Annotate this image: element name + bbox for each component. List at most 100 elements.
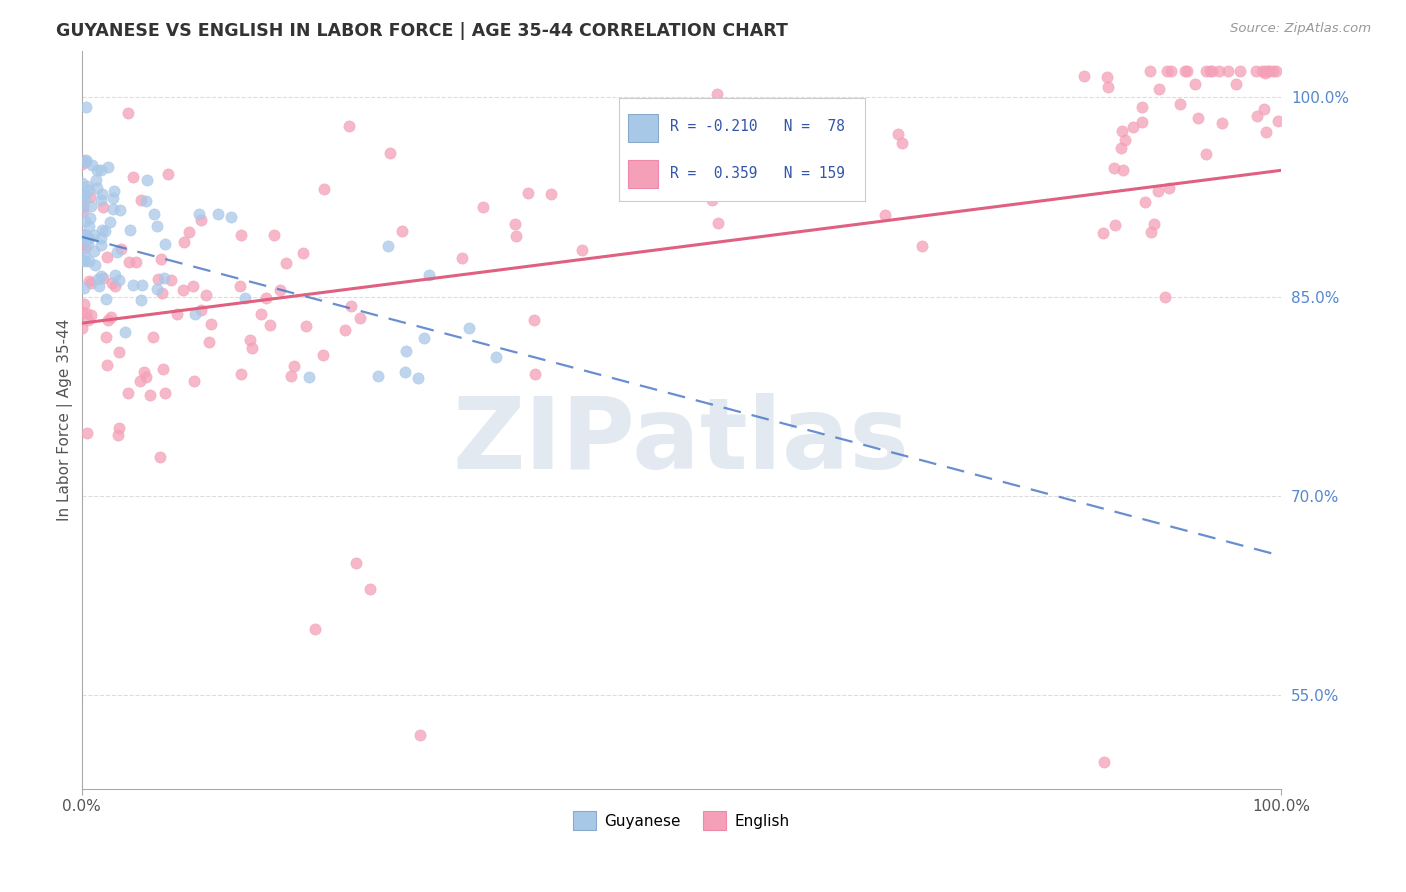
Point [108, 344, 131, 359]
Point [221, 210, 243, 224]
Text: R =  0.359   N = 159: R = 0.359 N = 159 [671, 166, 845, 180]
Point [1109, 141, 1132, 155]
Point [90, 162, 112, 177]
Point [702, 193, 724, 207]
Point [540, 187, 562, 202]
Point [1246, 109, 1268, 123]
Point [86, 272, 108, 286]
Point [103, 184, 125, 198]
Point [97, 160, 120, 174]
Point [131, 277, 153, 292]
Point [910, 239, 932, 253]
Point [150, 286, 173, 301]
Point [1139, 63, 1161, 78]
Point [153, 385, 176, 400]
Point [188, 207, 211, 221]
Point [96, 358, 118, 372]
Point [135, 369, 157, 384]
Point [194, 288, 217, 302]
Point [890, 136, 912, 151]
Point [1258, 63, 1281, 78]
Point [1250, 63, 1272, 78]
Point [231, 227, 253, 242]
Point [378, 145, 401, 160]
Point [665, 145, 688, 160]
Point [75, 189, 97, 203]
Point [84, 173, 107, 187]
Point [90, 238, 112, 252]
Point [105, 245, 128, 260]
Point [1201, 63, 1223, 78]
Point [89, 268, 111, 283]
Point [101, 202, 124, 216]
Point [139, 388, 162, 402]
Point [394, 365, 416, 379]
Point [72, 252, 94, 267]
FancyBboxPatch shape [628, 113, 658, 142]
Point [110, 242, 132, 256]
Point [517, 186, 540, 201]
Point [181, 278, 204, 293]
Point [146, 272, 169, 286]
Point [75, 306, 97, 320]
Point [1211, 115, 1233, 129]
Point [73, 228, 96, 243]
Legend: Guyanese, English: Guyanese, English [568, 805, 796, 836]
Point [752, 128, 775, 142]
Point [377, 239, 399, 253]
Point [1229, 63, 1251, 78]
Point [1095, 70, 1118, 85]
Point [101, 276, 124, 290]
Point [197, 335, 219, 350]
Point [160, 273, 183, 287]
Point [76, 425, 98, 440]
Point [1254, 66, 1277, 80]
Point [83, 228, 105, 243]
Text: GUYANESE VS ENGLISH IN LABOR FORCE | AGE 35-44 CORRELATION CHART: GUYANESE VS ENGLISH IN LABOR FORCE | AGE… [56, 22, 789, 40]
Point [291, 245, 314, 260]
Point [1256, 125, 1278, 139]
Point [1073, 70, 1095, 84]
Point [72, 227, 94, 241]
Point [523, 313, 546, 327]
Point [200, 317, 222, 331]
Point [1122, 120, 1144, 134]
Point [1257, 63, 1279, 78]
Point [280, 369, 302, 384]
Point [339, 299, 361, 313]
Point [76, 312, 98, 326]
Point [1225, 78, 1247, 92]
Point [114, 325, 136, 339]
Point [75, 153, 97, 167]
Point [887, 127, 910, 141]
Point [1133, 195, 1156, 210]
Point [72, 203, 94, 218]
Point [707, 216, 730, 230]
Point [70, 199, 93, 213]
Point [90, 223, 112, 237]
Point [337, 119, 360, 133]
Point [70, 237, 93, 252]
Point [77, 274, 100, 288]
Point [721, 103, 744, 117]
Point [104, 278, 127, 293]
Point [1253, 102, 1275, 116]
Point [79, 190, 101, 204]
Point [1216, 63, 1239, 78]
Point [125, 254, 148, 268]
Point [1254, 63, 1277, 78]
Point [1111, 124, 1133, 138]
Point [80, 308, 103, 322]
Point [83, 258, 105, 272]
Point [1114, 133, 1136, 147]
Point [333, 323, 356, 337]
Point [96, 330, 118, 344]
Point [90, 230, 112, 244]
Text: ZIPatlas: ZIPatlas [453, 393, 910, 491]
Point [1195, 146, 1218, 161]
Point [229, 279, 252, 293]
Point [83, 244, 105, 258]
Point [312, 182, 335, 196]
Text: Source: ZipAtlas.com: Source: ZipAtlas.com [1230, 22, 1371, 36]
Point [108, 421, 131, 435]
